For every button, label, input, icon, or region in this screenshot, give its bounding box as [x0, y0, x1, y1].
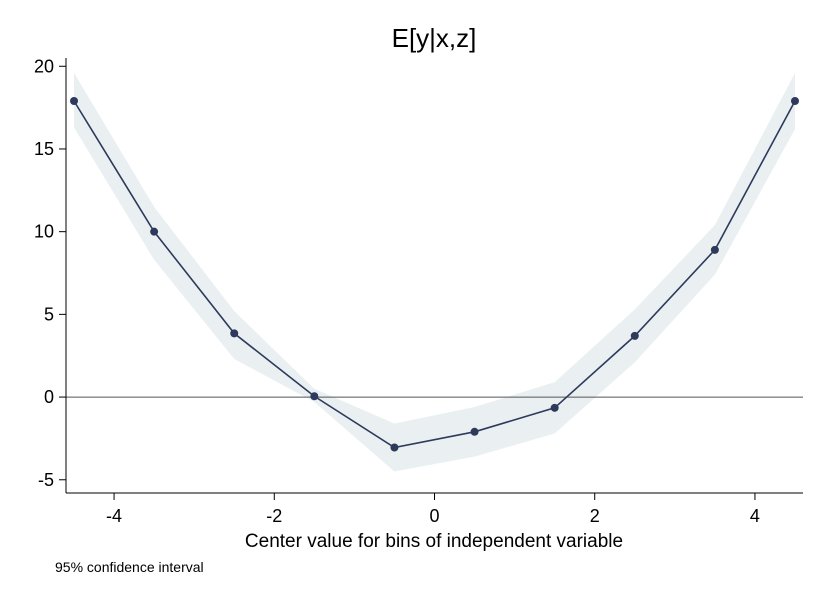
data-point — [390, 443, 399, 452]
y-tick-label: 20 — [34, 56, 54, 76]
data-point — [470, 427, 479, 436]
data-point — [710, 245, 719, 254]
y-tick-label: 5 — [44, 304, 54, 324]
x-tick-label: -4 — [106, 506, 122, 526]
data-point — [230, 329, 239, 338]
data-point — [630, 331, 639, 340]
y-tick-label: 10 — [34, 222, 54, 242]
x-axis-label: Center value for bins of independent var… — [245, 531, 623, 552]
confidence-band-layer — [74, 72, 795, 472]
chart-title: E[y|x,z] — [392, 23, 477, 53]
data-point — [70, 97, 79, 106]
x-tick-label: -2 — [266, 506, 282, 526]
y-tick-label: 15 — [34, 139, 54, 159]
x-tick-label: 4 — [750, 506, 760, 526]
axes: -5 0 5 10 15 20 -4 -2 0 2 4 — [34, 56, 803, 526]
confidence-interval-note: 95% confidence interval — [55, 559, 204, 575]
confidence-band — [74, 72, 795, 472]
data-point — [550, 403, 559, 412]
y-tick-label: 0 — [44, 387, 54, 407]
y-tick-label: -5 — [38, 470, 54, 490]
x-tick-label: 0 — [429, 506, 439, 526]
series-points-layer — [70, 97, 799, 452]
series-line — [73, 100, 796, 449]
data-point — [790, 97, 799, 106]
data-point — [310, 392, 319, 401]
data-point — [150, 227, 159, 236]
series-line-layer — [73, 100, 796, 449]
x-tick-label: 2 — [590, 506, 600, 526]
